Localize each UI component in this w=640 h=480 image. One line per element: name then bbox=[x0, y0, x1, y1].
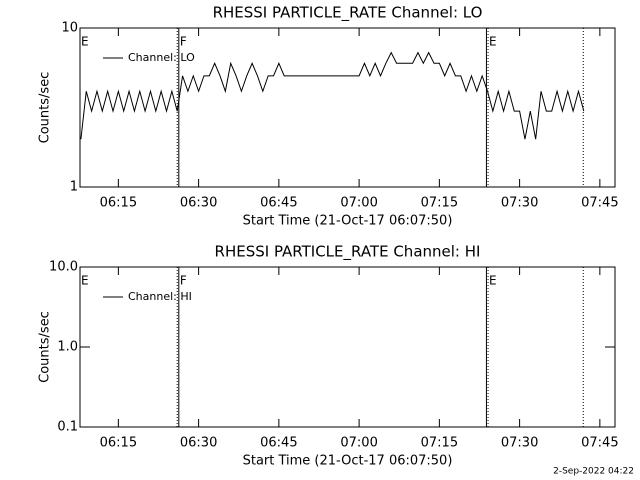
event-label: F bbox=[180, 274, 187, 288]
x-tick-label: 07:00 bbox=[340, 436, 377, 451]
x-tick-label: 07:45 bbox=[581, 436, 618, 451]
event-label: E bbox=[81, 35, 89, 49]
chart-title: RHESSI PARTICLE_RATE Channel: HI bbox=[215, 243, 481, 262]
x-axis-title: Start Time (21-Oct-17 06:07:50) bbox=[243, 214, 453, 229]
legend-label: Channel: HI bbox=[128, 290, 192, 303]
data-line bbox=[80, 51, 585, 140]
y-tick-label: 10 bbox=[61, 21, 78, 36]
x-tick-label: 06:45 bbox=[260, 436, 297, 451]
event-label: E bbox=[489, 274, 497, 288]
x-tick-label: 07:00 bbox=[340, 196, 377, 211]
legend-label: Channel: LO bbox=[128, 51, 195, 64]
y-tick-label: 10.0 bbox=[49, 260, 78, 275]
x-tick-label: 07:30 bbox=[501, 196, 538, 211]
x-tick-label: 07:15 bbox=[421, 436, 458, 451]
x-axis-title: Start Time (21-Oct-17 06:07:50) bbox=[243, 454, 453, 469]
event-label: F bbox=[180, 35, 187, 49]
chart-title: RHESSI PARTICLE_RATE Channel: LO bbox=[213, 4, 483, 23]
x-tick-label: 06:45 bbox=[260, 196, 297, 211]
event-label: E bbox=[489, 35, 497, 49]
footer: 2-Sep-2022 04:22 bbox=[553, 467, 634, 477]
y-axis-title: Counts/sec bbox=[38, 311, 53, 383]
x-tick-label: 06:30 bbox=[180, 196, 217, 211]
plot-frame bbox=[79, 27, 616, 188]
y-tick-label: 0.1 bbox=[57, 420, 78, 435]
y-axis-title: Counts/sec bbox=[38, 72, 53, 144]
x-tick-label: 07:30 bbox=[501, 436, 538, 451]
event-label: E bbox=[81, 274, 89, 288]
x-tick-label: 06:15 bbox=[100, 436, 137, 451]
x-tick-label: 06:30 bbox=[180, 436, 217, 451]
x-tick-label: 07:45 bbox=[581, 196, 618, 211]
y-tick-label: 1.0 bbox=[57, 340, 78, 355]
x-tick-label: 06:15 bbox=[100, 196, 137, 211]
x-tick-label: 07:15 bbox=[421, 196, 458, 211]
y-tick-label: 1 bbox=[70, 180, 78, 195]
